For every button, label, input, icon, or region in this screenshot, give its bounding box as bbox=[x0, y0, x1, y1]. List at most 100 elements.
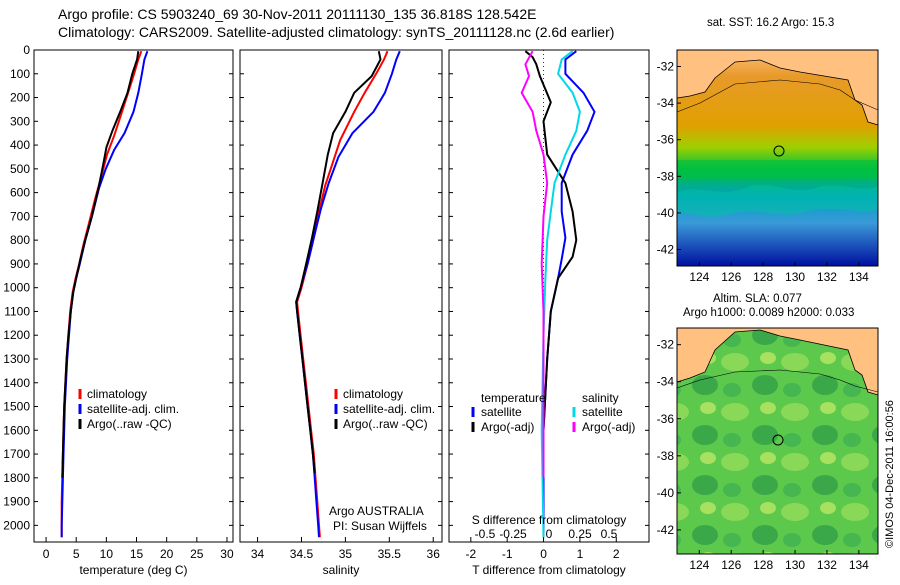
map-y-tick-label: -36 bbox=[657, 412, 675, 426]
y-tick-label: 600 bbox=[10, 186, 30, 200]
x-axis-label: temperature (deg C) bbox=[79, 563, 187, 577]
sst-map bbox=[676, 49, 879, 266]
y-tick-label: 800 bbox=[10, 233, 30, 247]
x-tick-label-top: -0.5 bbox=[475, 527, 496, 541]
plot-frame bbox=[448, 49, 650, 543]
y-tick-label: 700 bbox=[10, 209, 30, 223]
argo-location-marker bbox=[773, 145, 785, 157]
title-line-2: Climatology: CARS2009. Satellite-adjuste… bbox=[58, 24, 614, 40]
map-y-tick-label: -42 bbox=[657, 243, 675, 257]
x-tick-label: 34 bbox=[251, 547, 265, 561]
x-tick-label: 1 bbox=[577, 547, 584, 561]
map-x-tick-label: 124 bbox=[689, 558, 709, 572]
series-line-3 bbox=[520, 50, 549, 478]
map-x-tick-label: 124 bbox=[689, 270, 709, 284]
y-tick-label: 1200 bbox=[3, 328, 30, 342]
map-frame bbox=[676, 327, 879, 555]
imos-watermark: ©IMOS 04-Dec-2011 16:00:56 bbox=[884, 400, 896, 548]
y-tick-label: 1500 bbox=[3, 400, 30, 414]
salinity-panel: 34 34.5 35 35.5 36 salinity climatologysatelli… bbox=[239, 49, 443, 577]
argo-location-marker-2 bbox=[772, 434, 784, 446]
map-y-tick-label: -38 bbox=[657, 169, 675, 183]
y-tick-label: 1000 bbox=[3, 281, 30, 295]
legend-label: satellite bbox=[582, 405, 623, 419]
sla-map-title-2: Argo h1000: 0.0089 h2000: 0.033 bbox=[683, 307, 854, 319]
y-tick-label: 100 bbox=[10, 67, 30, 81]
map-y-tick-label: -36 bbox=[657, 133, 675, 147]
x-tick-label: -2 bbox=[465, 547, 476, 561]
map-x-tick-label: 132 bbox=[817, 558, 837, 572]
legend-label: satellite-adj. clim. bbox=[343, 402, 435, 416]
argo-note-2: PI: Susan Wijffels bbox=[333, 519, 427, 533]
legend-label: climatology bbox=[87, 387, 147, 401]
legend-label: Argo(-adj) bbox=[481, 420, 534, 434]
sst-map-axes: 124 126 128 130 132 134 -32 -34 -36 -38 -40 -42 bbox=[657, 49, 879, 284]
y-tick-label: 2000 bbox=[3, 518, 30, 532]
map-y-tick-label: -32 bbox=[657, 59, 675, 73]
argo-note-1: Argo AUSTRALIA bbox=[329, 504, 424, 518]
series-line-2 bbox=[295, 50, 382, 474]
y-tick-label: 500 bbox=[10, 162, 30, 176]
plot-frame bbox=[239, 49, 443, 543]
y-tick-label: 1600 bbox=[3, 423, 30, 437]
x-tick-label: 20 bbox=[160, 547, 174, 561]
x-tick-label: 0 bbox=[43, 547, 50, 561]
legend-label: Argo(-adj) bbox=[582, 420, 635, 434]
y-tick-label: 300 bbox=[10, 114, 30, 128]
y-tick-label: 1900 bbox=[3, 495, 30, 509]
legend-label: climatology bbox=[343, 387, 403, 401]
temperature-panel: 0 5 10 15 20 25 300100200300400500600700800900… bbox=[3, 43, 234, 577]
legend-label: Argo(..raw -QC) bbox=[87, 417, 172, 431]
x-tick-label: 36 bbox=[427, 547, 441, 561]
series-line-2 bbox=[61, 51, 140, 478]
map-x-tick-label: 134 bbox=[849, 270, 869, 284]
x-tick-label-top: 0 bbox=[546, 527, 553, 541]
x-tick-label: 10 bbox=[100, 547, 114, 561]
x-tick-label-top: 0.5 bbox=[601, 527, 618, 541]
map-x-tick-label: 130 bbox=[785, 270, 805, 284]
x-tick-label-top: 0.25 bbox=[568, 527, 592, 541]
legend-sal-title: salinity bbox=[582, 391, 619, 405]
map-x-tick-label: 128 bbox=[753, 558, 773, 572]
y-tick-label: 200 bbox=[10, 91, 30, 105]
x-tick-label: 2 bbox=[613, 547, 620, 561]
series-line-1 bbox=[524, 50, 578, 478]
legend-label: satellite bbox=[481, 405, 522, 419]
legend-label: satellite-adj. clim. bbox=[87, 402, 179, 416]
plot-frame bbox=[33, 49, 234, 543]
x-axis-label: salinity bbox=[323, 563, 360, 577]
x-tick-label: 30 bbox=[220, 547, 234, 561]
map-x-tick-label: 132 bbox=[817, 270, 837, 284]
legend-label: Argo(..raw -QC) bbox=[343, 417, 428, 431]
difference-panel: -2 -1 0 1 2 T difference from climatology temp… bbox=[448, 49, 650, 577]
legend-temp-title: temperature bbox=[481, 391, 546, 405]
map-x-tick-label: 126 bbox=[721, 558, 741, 572]
map-x-tick-label: 134 bbox=[849, 558, 869, 572]
sst-map-title: sat. SST: 16.2 Argo: 15.3 bbox=[707, 17, 834, 29]
x-tick-label-top: -0.25 bbox=[499, 527, 527, 541]
x-tick-label: -1 bbox=[502, 547, 513, 561]
sla-map-axes: 124 126 128 130 132 134 -32 -34 -36 -38 -40 -42 bbox=[657, 327, 879, 572]
map-x-tick-label: 128 bbox=[753, 270, 773, 284]
y-tick-label: 1700 bbox=[3, 447, 30, 461]
map-y-tick-label: -38 bbox=[657, 449, 675, 463]
title-line-1: Argo profile: CS 5903240_69 30-Nov-2011 … bbox=[58, 6, 536, 22]
y-tick-label: 900 bbox=[10, 257, 30, 271]
x-tick-label: 35.5 bbox=[378, 547, 402, 561]
x-axis-label-top: S difference from climatology bbox=[472, 513, 627, 527]
map-x-tick-label: 126 bbox=[721, 270, 741, 284]
map-frame bbox=[676, 49, 879, 267]
y-tick-label: 0 bbox=[23, 43, 30, 57]
map-y-tick-label: -34 bbox=[657, 96, 675, 110]
map-y-tick-label: -40 bbox=[657, 206, 675, 220]
x-tick-label: 34.5 bbox=[290, 547, 314, 561]
map-x-tick-label: 130 bbox=[785, 558, 805, 572]
x-tick-label: 35 bbox=[339, 547, 353, 561]
sla-map-title-1: Altim. SLA: 0.077 bbox=[713, 293, 802, 305]
map-y-tick-label: -34 bbox=[657, 375, 675, 389]
x-axis-label: T difference from climatology bbox=[472, 563, 626, 577]
map-y-tick-label: -32 bbox=[657, 338, 675, 352]
map-y-tick-label: -42 bbox=[657, 523, 675, 537]
y-tick-label: 1800 bbox=[3, 471, 30, 485]
